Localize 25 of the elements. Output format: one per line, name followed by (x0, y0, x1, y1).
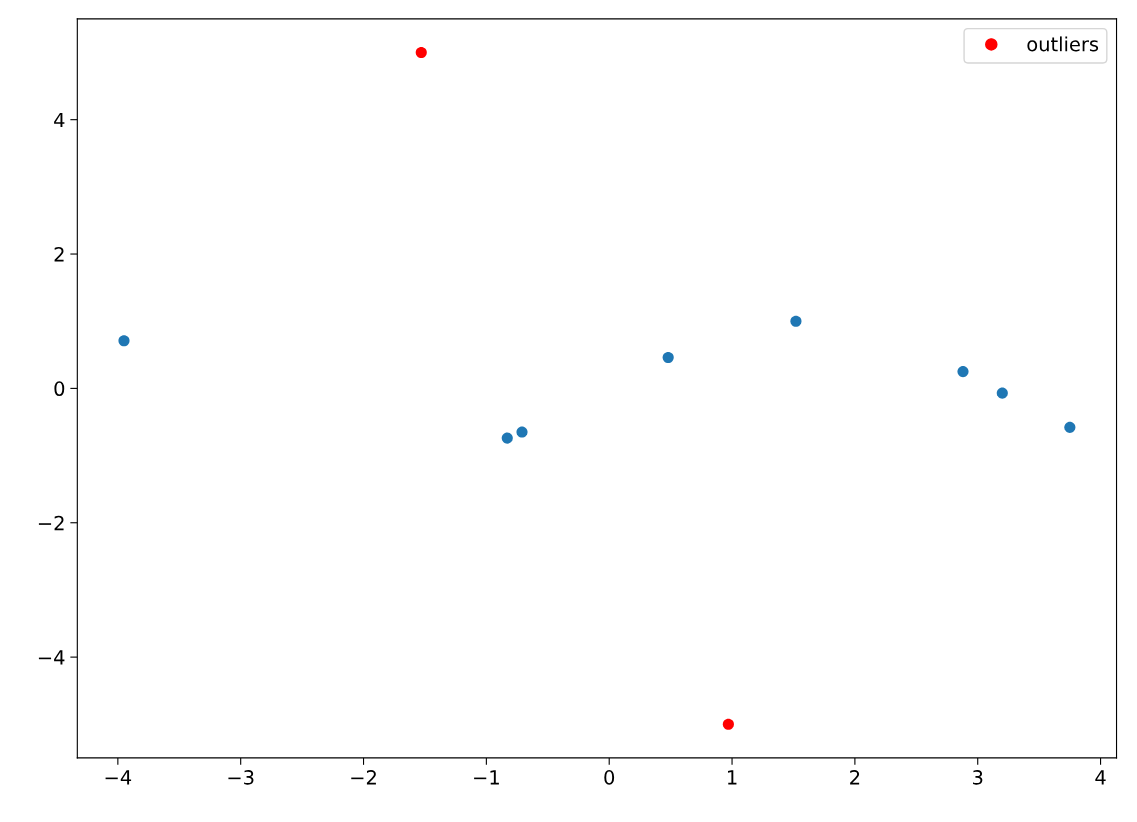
point (415, 46, 427, 59)
point (790, 315, 802, 327)
point (1064, 421, 1076, 433)
legend-label: outliers (1027, 36, 1099, 52)
x-tick-label: 3 (973, 770, 983, 785)
y-tick-label: 2 (54, 246, 64, 262)
x-tick-label: −3 (228, 770, 254, 785)
point (118, 335, 130, 347)
point (501, 432, 513, 444)
x-tick-label: −4 (105, 770, 132, 785)
point (516, 426, 528, 438)
y-tick-label: 0 (54, 381, 65, 397)
y-tick-label: −2 (38, 515, 64, 531)
point (662, 351, 674, 364)
x-tick-label: 4 (1095, 770, 1106, 785)
x-tick-label: 2 (850, 770, 860, 785)
x-tick-label: −2 (351, 770, 376, 785)
x-tick-label: 1 (728, 770, 737, 785)
y-tick-label: −4 (38, 650, 65, 665)
y-tick-label: 4 (54, 112, 65, 128)
x-tick-label: 0 (604, 770, 615, 785)
point (722, 718, 734, 730)
point (996, 387, 1008, 399)
x-tick-label: −1 (474, 770, 499, 785)
point (957, 366, 969, 378)
